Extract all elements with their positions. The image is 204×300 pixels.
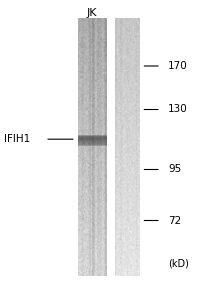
Text: 130: 130 — [167, 104, 187, 115]
Text: IFIH1: IFIH1 — [4, 134, 30, 144]
Text: JK: JK — [86, 8, 97, 19]
Text: 170: 170 — [167, 61, 187, 71]
Text: 72: 72 — [167, 215, 181, 226]
Text: 95: 95 — [167, 164, 181, 175]
Text: (kD): (kD) — [167, 259, 188, 269]
